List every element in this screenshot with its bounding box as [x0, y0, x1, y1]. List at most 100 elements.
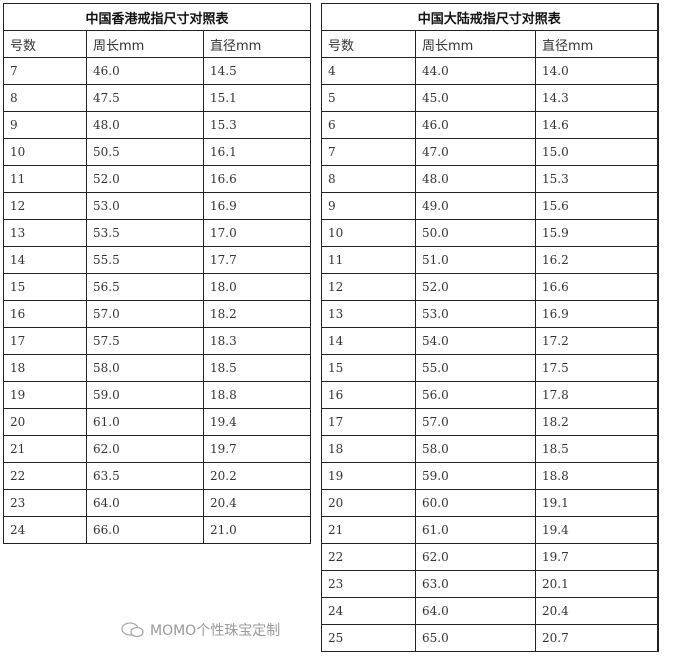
table-row: 19 59.0 18.8 — [321, 462, 658, 490]
table-title-row: 中国大陆戒指尺寸对照表 — [321, 3, 658, 31]
circumference-cell: 44.0 — [415, 57, 536, 85]
circumference-cell: 48.0 — [86, 111, 204, 139]
size-number-cell: 23 — [3, 489, 87, 517]
size-number-cell: 22 — [321, 543, 416, 571]
watermark-text: MOMO个性珠宝定制 — [150, 623, 281, 639]
table-row: 15 55.0 17.5 — [321, 354, 658, 382]
circumference-cell: 45.0 — [415, 84, 536, 112]
size-number-cell: 12 — [321, 273, 416, 301]
table-header-row: 号数 周长mm 直径mm — [321, 30, 658, 58]
circumference-cell: 61.0 — [86, 408, 204, 436]
circumference-cell: 53.0 — [415, 300, 536, 328]
table-row: 24 64.0 20.4 — [321, 597, 658, 625]
diameter-cell: 14.6 — [535, 111, 658, 139]
diameter-cell: 18.0 — [202, 273, 312, 301]
circumference-cell: 63.0 — [415, 570, 536, 598]
diameter-cell: 16.6 — [535, 273, 658, 301]
table-row: 19 59.0 18.8 — [3, 381, 312, 409]
size-number-cell: 20 — [321, 489, 416, 517]
table-row: 24 66.0 21.0 — [3, 516, 312, 544]
circumference-cell: 57.5 — [86, 327, 204, 355]
diameter-cell: 19.7 — [202, 435, 312, 463]
table-row: 11 51.0 16.2 — [321, 246, 658, 274]
circumference-cell: 46.0 — [415, 111, 536, 139]
circumference-cell: 48.0 — [415, 165, 536, 193]
table-row: 13 53.0 16.9 — [321, 300, 658, 328]
size-number-cell: 15 — [321, 354, 416, 382]
diameter-cell: 18.2 — [202, 300, 312, 328]
circumference-cell: 55.0 — [415, 354, 536, 382]
circumference-cell: 60.0 — [415, 489, 536, 517]
table-row: 15 56.5 18.0 — [3, 273, 312, 301]
size-number-cell: 12 — [3, 192, 87, 220]
table-row: 9 48.0 15.3 — [3, 111, 312, 139]
table-row: 17 57.5 18.3 — [3, 327, 312, 355]
size-number-cell: 18 — [321, 435, 416, 463]
column-header: 直径mm — [535, 30, 658, 58]
size-number-cell: 19 — [321, 462, 416, 490]
diameter-cell: 16.9 — [202, 192, 312, 220]
size-number-cell: 24 — [321, 597, 416, 625]
size-number-cell: 14 — [321, 327, 416, 355]
size-number-cell: 15 — [3, 273, 87, 301]
circumference-cell: 56.0 — [415, 381, 536, 409]
size-number-cell: 18 — [3, 354, 87, 382]
circumference-cell: 53.5 — [86, 219, 204, 247]
diameter-cell: 18.8 — [202, 381, 312, 409]
table-row: 9 49.0 15.6 — [321, 192, 658, 220]
table-row: 16 57.0 18.2 — [3, 300, 312, 328]
size-number-cell: 17 — [321, 408, 416, 436]
size-number-cell: 16 — [3, 300, 87, 328]
watermark: MOMO个性珠宝定制 — [120, 620, 280, 640]
circumference-cell: 64.0 — [415, 597, 536, 625]
diameter-cell: 18.2 — [535, 408, 658, 436]
circumference-cell: 49.0 — [415, 192, 536, 220]
circumference-cell: 47.0 — [415, 138, 536, 166]
circumference-cell: 52.0 — [86, 165, 204, 193]
diameter-cell: 17.2 — [535, 327, 658, 355]
column-header: 号数 — [3, 30, 87, 58]
table-row: 12 52.0 16.6 — [321, 273, 658, 301]
table-row: 20 60.0 19.1 — [321, 489, 658, 517]
table-row: 8 48.0 15.3 — [321, 165, 658, 193]
size-number-cell: 9 — [321, 192, 416, 220]
size-number-cell: 21 — [321, 516, 416, 544]
table-row: 18 58.0 18.5 — [321, 435, 658, 463]
circumference-cell: 59.0 — [415, 462, 536, 490]
circumference-cell: 51.0 — [415, 246, 536, 274]
table-row: 12 53.0 16.9 — [3, 192, 312, 220]
size-number-cell: 4 — [321, 57, 416, 85]
size-number-cell: 17 — [3, 327, 87, 355]
table-title-row: 中国香港戒指尺寸对照表 — [2, 3, 312, 31]
size-number-cell: 10 — [3, 138, 87, 166]
diameter-cell: 16.9 — [535, 300, 658, 328]
size-number-cell: 14 — [3, 246, 87, 274]
circumference-cell: 66.0 — [86, 516, 204, 544]
circumference-cell: 50.0 — [415, 219, 536, 247]
diameter-cell: 21.0 — [202, 516, 312, 544]
diameter-cell: 15.1 — [202, 84, 312, 112]
size-number-cell: 13 — [3, 219, 87, 247]
table-row: 8 47.5 15.1 — [3, 84, 312, 112]
diameter-cell: 20.1 — [535, 570, 658, 598]
diameter-cell: 16.1 — [202, 138, 312, 166]
circumference-cell: 57.0 — [86, 300, 204, 328]
size-number-cell: 5 — [321, 84, 416, 112]
circumference-cell: 63.5 — [86, 462, 204, 490]
size-number-cell: 23 — [321, 570, 416, 598]
size-number-cell: 8 — [321, 165, 416, 193]
size-number-cell: 10 — [321, 219, 416, 247]
diameter-cell: 14.3 — [535, 84, 658, 112]
table-row: 23 64.0 20.4 — [3, 489, 312, 517]
table-row: 22 62.0 19.7 — [321, 543, 658, 571]
diameter-cell: 18.8 — [535, 462, 658, 490]
circumference-cell: 62.0 — [415, 543, 536, 571]
circumference-cell: 55.5 — [86, 246, 204, 274]
diameter-cell: 19.7 — [535, 543, 658, 571]
table-row: 7 46.0 14.5 — [3, 57, 312, 85]
size-number-cell: 25 — [321, 624, 416, 652]
table-row: 25 65.0 20.7 — [321, 624, 658, 652]
table-row: 20 61.0 19.4 — [3, 408, 312, 436]
circumference-cell: 54.0 — [415, 327, 536, 355]
diameter-cell: 18.3 — [202, 327, 312, 355]
